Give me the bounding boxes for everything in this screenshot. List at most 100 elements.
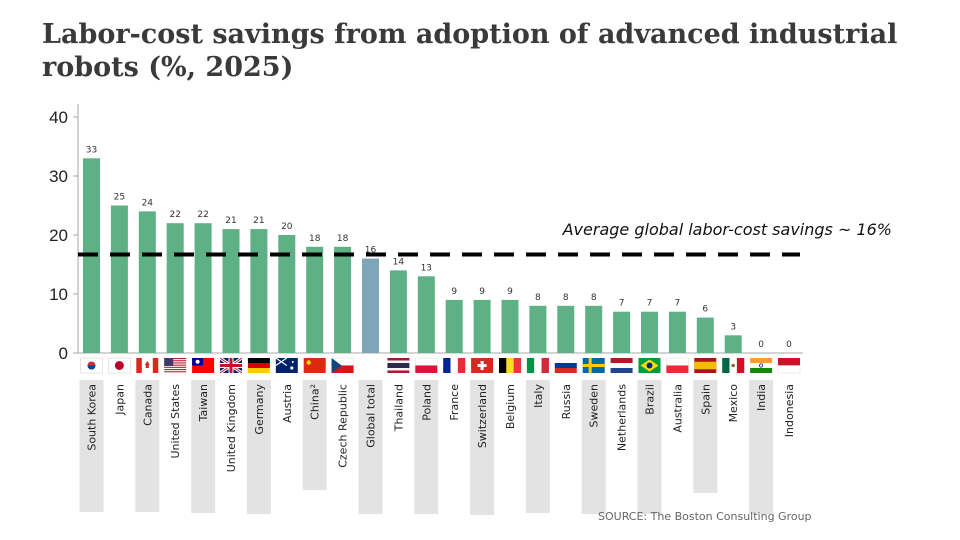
flag-mark	[415, 365, 438, 373]
data-label: 8	[535, 293, 541, 303]
data-label: 33	[86, 145, 97, 155]
flag-nl-icon	[610, 358, 633, 373]
data-label: 16	[365, 246, 377, 256]
bar	[473, 299, 491, 353]
data-label: 9	[479, 287, 485, 297]
flag-mark	[164, 358, 187, 360]
bar	[445, 299, 463, 353]
flag-fr-icon	[443, 358, 466, 373]
bar	[222, 229, 240, 353]
label-band	[470, 380, 495, 515]
flag-mark	[526, 358, 535, 373]
flag-mark	[387, 363, 410, 366]
flag-mark	[731, 363, 735, 368]
flag-at-icon	[275, 357, 298, 373]
bar	[138, 211, 156, 353]
bar	[501, 299, 519, 353]
x-tick-label: Spain	[699, 384, 712, 415]
flag-mark	[610, 368, 633, 373]
label-band	[302, 380, 327, 490]
flag-mark	[457, 358, 466, 373]
flag-mark	[164, 360, 187, 362]
flag-mx-icon	[722, 358, 745, 373]
data-label: 6	[702, 305, 708, 315]
data-label: 3	[730, 322, 736, 332]
source-note: SOURCE: The Boston Consulting Group	[598, 510, 812, 523]
flag-mark	[534, 358, 542, 373]
data-label: 18	[337, 234, 349, 244]
flag-mark	[306, 360, 311, 365]
flag-mark	[450, 358, 458, 373]
flag-mark	[582, 364, 605, 367]
x-tick-label: Global total	[365, 384, 378, 448]
data-label: 0	[786, 340, 792, 350]
average-reference-label: Average global labor-cost savings ~ 16%	[562, 220, 892, 239]
flag-gb-icon	[219, 356, 243, 375]
flag-mark	[247, 358, 270, 363]
flag-th-icon	[387, 358, 410, 373]
label-band	[525, 380, 550, 513]
flag-mark	[554, 368, 577, 373]
data-label: 7	[675, 299, 681, 309]
flag-mark	[275, 357, 288, 366]
flag-jp-icon	[108, 357, 131, 374]
flag-mark	[759, 363, 764, 368]
flag-mark	[114, 361, 124, 370]
flag-mark	[331, 365, 354, 373]
flag-au-icon	[666, 357, 689, 373]
flag-mark	[387, 368, 410, 371]
flag-mark	[331, 358, 342, 373]
x-tick-label: Taiwan	[197, 384, 210, 422]
flag-mark	[778, 358, 800, 366]
x-tick-label: Italy	[532, 384, 545, 408]
bar	[334, 246, 352, 353]
flag-cn-icon	[303, 358, 326, 373]
flag-mark	[387, 358, 410, 361]
flag-br-icon	[638, 358, 661, 373]
bar	[724, 335, 742, 353]
flag-mark	[499, 358, 507, 373]
bar	[194, 223, 212, 353]
x-tick-label: India	[755, 384, 768, 411]
flag-mark	[750, 368, 773, 373]
flag-se-icon	[582, 358, 605, 373]
flag-mark	[443, 358, 451, 373]
flag-es-icon	[694, 358, 717, 373]
flag-mark	[610, 363, 633, 368]
flag-ch-icon	[471, 358, 494, 373]
data-label: 21	[253, 216, 264, 226]
flag-mark	[387, 360, 410, 363]
x-tick-label: Poland	[420, 384, 433, 421]
bar	[529, 305, 547, 353]
x-tick-label: Canada	[141, 384, 154, 426]
flag-mark	[387, 365, 410, 368]
flag-mark	[554, 363, 577, 368]
flag-mark	[694, 361, 717, 370]
bar	[585, 305, 603, 353]
x-tick-label: Russia	[560, 384, 573, 419]
flag-us-icon	[164, 358, 187, 373]
x-tick-label: Mexico	[727, 384, 740, 423]
flag-mark	[164, 366, 187, 368]
x-tick-label: France	[448, 384, 461, 421]
label-band	[693, 380, 718, 493]
data-label: 14	[393, 257, 405, 267]
flag-mark	[291, 361, 294, 363]
x-tick-label: South Korea	[86, 384, 99, 451]
flag-bg	[777, 365, 801, 374]
bar	[250, 229, 268, 353]
flag-mark	[164, 362, 187, 364]
data-label: 24	[142, 198, 154, 208]
bar	[613, 311, 631, 353]
bar	[696, 317, 714, 353]
flag-bg	[303, 358, 326, 373]
label-band	[191, 380, 216, 513]
flag-mark	[195, 359, 200, 364]
flag-mark	[136, 358, 142, 373]
flag-cz-icon	[331, 357, 354, 373]
flag-mark	[164, 364, 187, 366]
data-label: 8	[563, 293, 569, 303]
label-band	[637, 380, 662, 514]
label-band	[581, 380, 606, 514]
label-band	[749, 380, 774, 514]
